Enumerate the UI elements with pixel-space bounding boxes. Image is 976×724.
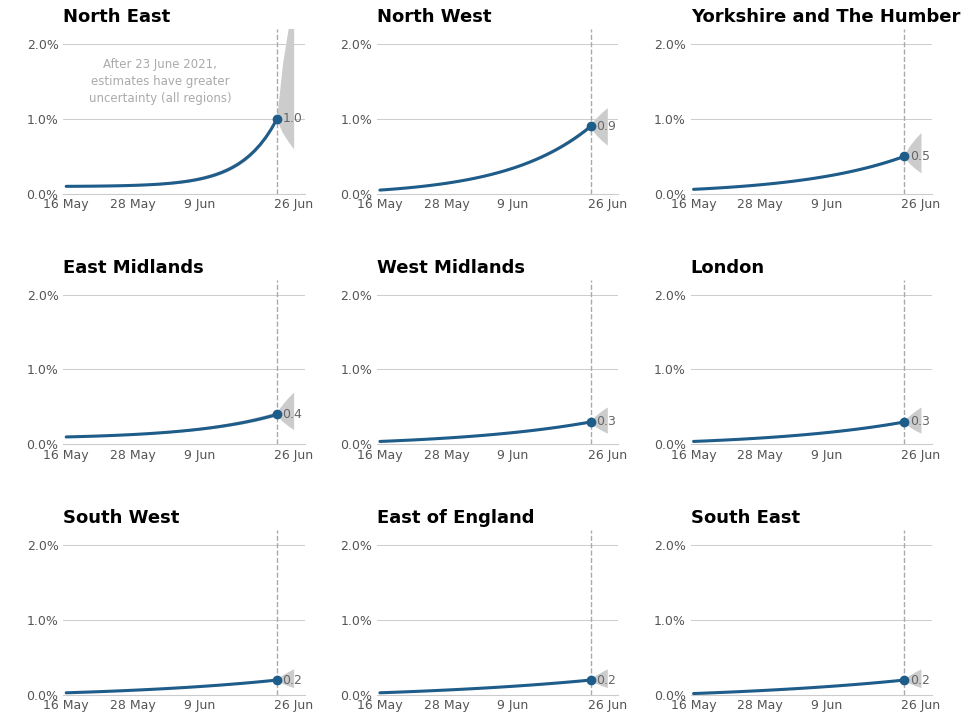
Text: 0.3: 0.3 [596, 416, 616, 429]
Text: South West: South West [63, 509, 180, 527]
Text: 1.0: 1.0 [282, 112, 303, 125]
Text: 0.4: 0.4 [282, 408, 303, 421]
Text: North East: North East [63, 8, 171, 26]
Text: South East: South East [691, 509, 800, 527]
Text: North West: North West [377, 8, 492, 26]
Text: Yorkshire and The Humber: Yorkshire and The Humber [691, 8, 960, 26]
Text: 0.3: 0.3 [910, 416, 930, 429]
Text: 0.2: 0.2 [910, 673, 930, 686]
Text: London: London [691, 258, 765, 277]
Text: 0.5: 0.5 [910, 150, 930, 163]
Text: East of England: East of England [377, 509, 535, 527]
Text: 0.9: 0.9 [596, 120, 616, 133]
Text: 0.2: 0.2 [282, 673, 303, 686]
Text: 0.2: 0.2 [596, 673, 616, 686]
Text: West Midlands: West Midlands [377, 258, 525, 277]
Text: After 23 June 2021,
estimates have greater
uncertainty (all regions): After 23 June 2021, estimates have great… [89, 58, 231, 105]
Text: East Midlands: East Midlands [63, 258, 204, 277]
